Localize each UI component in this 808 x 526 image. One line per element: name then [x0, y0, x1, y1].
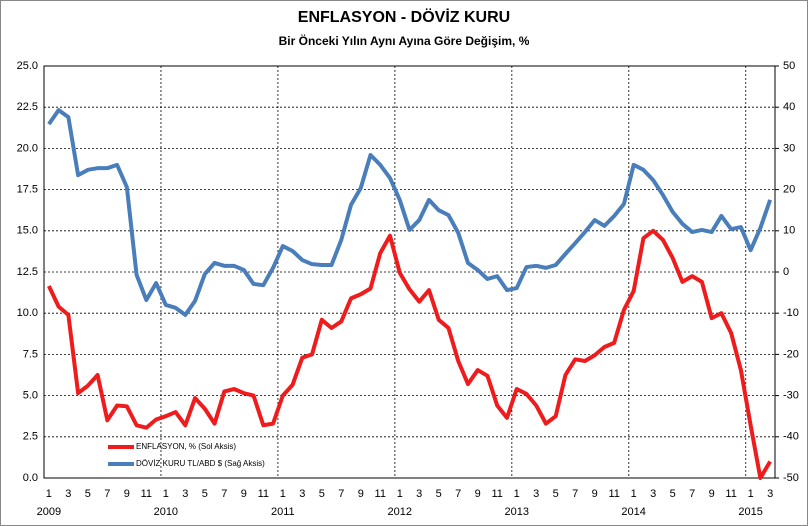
legend-label: ENFLASYON, % (Sol Aksis): [136, 442, 236, 451]
y-tick-label: 0.0: [23, 472, 38, 484]
x-tick-label: 5: [202, 488, 208, 500]
x-tick-label: 7: [689, 488, 695, 500]
x-tick-label: 5: [85, 488, 91, 500]
y-tick-label: 12.5: [17, 266, 38, 278]
x-tick-label: 11: [375, 488, 386, 500]
x-tick-label: 5: [553, 488, 559, 500]
x-tick-label: 3: [767, 488, 773, 500]
legend-label: DÖVİZ KURU TL/ABD $ (Sağ Aksis): [136, 459, 265, 468]
y-tick-label: 2.5: [23, 431, 38, 443]
year-label: 2012: [388, 506, 412, 518]
y-tick-label: 25.0: [17, 60, 38, 72]
y-tick-label: 15.0: [17, 225, 38, 237]
series-line: [47, 108, 773, 317]
x-tick-label: 9: [124, 488, 130, 500]
y2-tick-label: -30: [783, 390, 799, 402]
x-tick-label: 7: [338, 488, 344, 500]
x-tick-label: 1: [163, 488, 169, 500]
y-tick-label: 10.0: [17, 307, 38, 319]
y2-tick-label: 10: [783, 225, 795, 237]
y2-tick-label: -40: [783, 431, 799, 443]
y2-tick-label: 50: [783, 60, 795, 72]
x-tick-label: 9: [358, 488, 364, 500]
y-tick-label: 7.5: [23, 348, 38, 360]
x-tick-label: 3: [650, 488, 656, 500]
year-label: 2013: [504, 506, 528, 518]
y-tick-label: 5.0: [23, 390, 38, 402]
chart-subtitle: Bir Önceki Yılın Aynı Ayına Göre Değişim…: [279, 33, 530, 48]
x-tick-label: 3: [416, 488, 422, 500]
y-tick-label: 20.0: [17, 142, 38, 154]
year-label: 2015: [738, 506, 762, 518]
x-tick-label: 11: [141, 488, 152, 500]
x-tick-label: 9: [475, 488, 481, 500]
x-tick-label: 1: [748, 488, 754, 500]
x-tick-label: 1: [46, 488, 52, 500]
series-line: [47, 228, 772, 480]
x-tick-label: 3: [182, 488, 188, 500]
x-tick-label: 5: [319, 488, 325, 500]
x-tick-label: 7: [455, 488, 461, 500]
x-tick-label: 1: [631, 488, 637, 500]
x-tick-label: 3: [65, 488, 71, 500]
y2-tick-label: 40: [783, 101, 795, 113]
y2-tick-label: -20: [783, 348, 799, 360]
x-tick-label: 1: [280, 488, 286, 500]
x-tick-label: 11: [492, 488, 503, 500]
year-label: 2011: [271, 506, 295, 518]
year-label: 2014: [621, 506, 645, 518]
y2-tick-label: -50: [783, 472, 799, 484]
x-tick-label: 1: [514, 488, 520, 500]
year-label: 2010: [154, 506, 178, 518]
x-tick-label: 9: [241, 488, 247, 500]
x-tick-label: 7: [221, 488, 227, 500]
chart-title: ENFLASYON - DÖVİZ KURU: [298, 7, 510, 26]
y-tick-label: 22.5: [17, 101, 38, 113]
x-tick-label: 11: [258, 488, 269, 500]
x-tick-label: 7: [104, 488, 110, 500]
x-tick-label: 9: [709, 488, 715, 500]
x-tick-label: 5: [670, 488, 676, 500]
y2-tick-label: 30: [783, 142, 795, 154]
year-label: 2009: [37, 506, 61, 518]
y2-tick-label: 20: [783, 184, 795, 196]
y2-tick-label: -10: [783, 307, 799, 319]
x-tick-label: 11: [608, 488, 619, 500]
y2-tick-label: 0: [783, 266, 789, 278]
x-tick-label: 5: [436, 488, 442, 500]
y-tick-label: 17.5: [17, 184, 38, 196]
x-tick-label: 7: [572, 488, 578, 500]
x-tick-label: 3: [533, 488, 539, 500]
x-tick-label: 9: [592, 488, 598, 500]
x-tick-label: 11: [725, 488, 736, 500]
x-tick-label: 3: [299, 488, 305, 500]
x-tick-label: 1: [397, 488, 403, 500]
